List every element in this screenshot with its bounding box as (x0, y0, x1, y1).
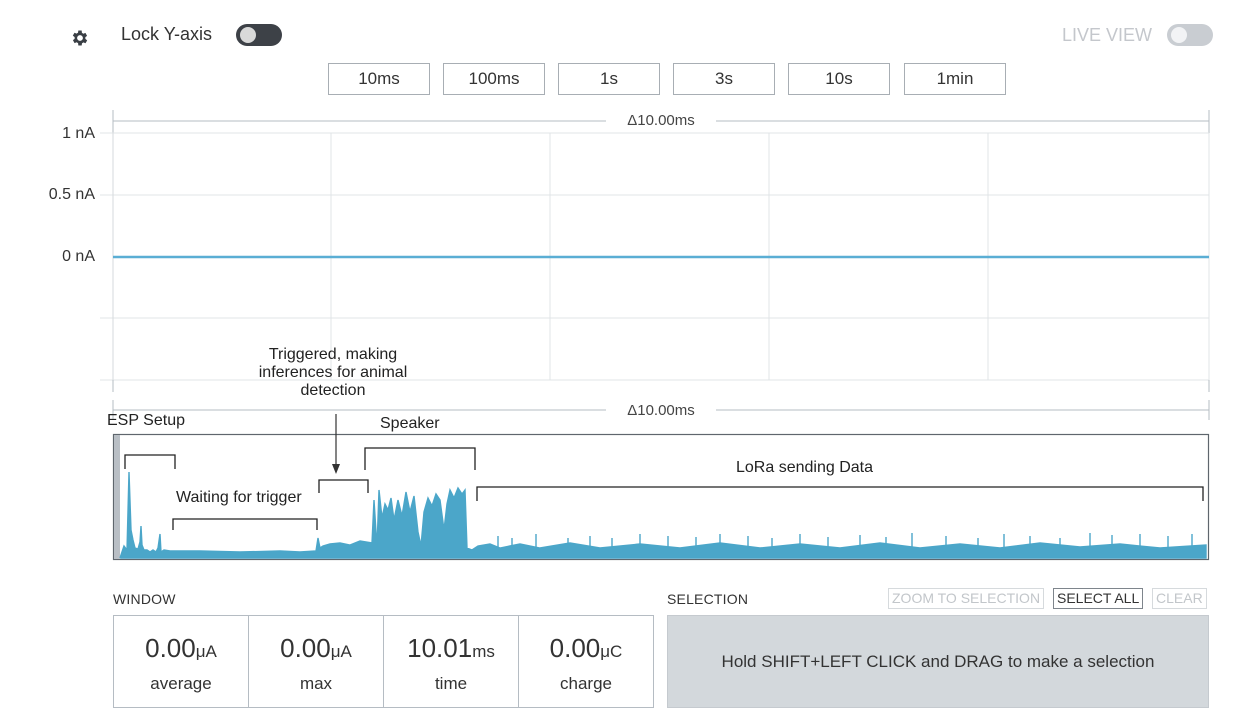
stat-label: average (150, 674, 212, 693)
selection-title: SELECTION (667, 591, 749, 607)
time-window-3s-button[interactable]: 3s (673, 63, 775, 95)
minimap-frame (112, 433, 1210, 561)
y-tick-label: 0.5 nA (48, 186, 95, 203)
minimap-window-marker[interactable] (114, 435, 120, 559)
stat-label: charge (560, 674, 612, 693)
speaker-bracket (364, 447, 476, 470)
annotation-brackets (124, 447, 1204, 530)
window-title: WINDOW (113, 591, 176, 607)
stat-time: 10.01ms time (384, 616, 519, 707)
stat-value: 0.00μA (280, 633, 352, 664)
lock-y-axis-label: Lock Y-axis (121, 24, 213, 44)
stat-unit: μC (600, 642, 623, 661)
stat-number: 10.01 (407, 633, 473, 663)
minimap-waveform (119, 471, 1207, 559)
speaker-label: Speaker (380, 415, 440, 432)
current-chart[interactable] (0, 100, 1238, 400)
stat-unit: μA (330, 642, 352, 661)
stat-average: 0.00μA average (114, 616, 249, 707)
esp-setup-bracket (124, 454, 176, 469)
minimap-spikes (497, 533, 1193, 548)
selection-hint-box: Hold SHIFT+LEFT CLICK and DRAG to make a… (667, 615, 1209, 708)
delta-bottom-label: Δ10.00ms (627, 402, 695, 419)
stat-value: 10.01ms (407, 633, 495, 664)
time-window-1s-button[interactable]: 1s (558, 63, 660, 95)
window-stats: 0.00μA average 0.00μA max 10.01ms time 0… (113, 615, 654, 708)
waiting-bracket (172, 518, 318, 530)
zoom-to-selection-button[interactable]: ZOOM TO SELECTION (888, 588, 1045, 609)
stat-number: 0.00 (280, 633, 331, 663)
time-window-100ms-button[interactable]: 100ms (443, 63, 545, 95)
minimap-chart[interactable] (0, 400, 1238, 570)
triggered-label-line: inferences for animal (258, 364, 408, 381)
time-window-10ms-button[interactable]: 10ms (328, 63, 430, 95)
stat-number: 0.00 (549, 633, 601, 663)
live-view-toggle[interactable] (1167, 24, 1213, 46)
toggle-knob (1171, 27, 1187, 43)
delta-top-label: Δ10.00ms (627, 112, 695, 129)
lora-label: LoRa sending Data (736, 459, 873, 476)
stat-value: 0.00μA (145, 633, 217, 664)
stat-max: 0.00μA max (249, 616, 384, 707)
triggered-label-line: detection (300, 382, 366, 399)
stat-label: time (434, 674, 468, 693)
clear-button[interactable]: CLEAR (1152, 588, 1207, 609)
stat-number: 0.00 (145, 633, 196, 663)
triggered-label-line: Triggered, making (268, 346, 398, 363)
esp-setup-label: ESP Setup (107, 412, 185, 429)
lock-y-axis-toggle[interactable] (236, 24, 282, 46)
stat-unit: ms (472, 642, 495, 661)
select-all-button[interactable]: SELECT ALL (1053, 588, 1144, 609)
waiting-label: Waiting for trigger (176, 489, 302, 506)
gear-icon[interactable] (70, 28, 90, 48)
toggle-knob (240, 27, 256, 43)
live-view-label: LIVE VIEW (1062, 25, 1153, 45)
stat-charge: 0.00μC charge (519, 616, 653, 707)
triggered-arrow-head (332, 464, 340, 474)
y-tick-label: 0 nA (62, 248, 95, 265)
lora-bracket (476, 486, 1204, 501)
triggered-label: Triggered, making inferences for animal … (248, 346, 418, 400)
triggered-bracket (318, 479, 369, 493)
y-tick-label: 1 nA (62, 125, 95, 142)
stat-label: max (299, 674, 333, 693)
stat-unit: μA (195, 642, 217, 661)
time-window-1min-button[interactable]: 1min (904, 63, 1006, 95)
stat-value: 0.00μC (550, 633, 623, 664)
time-window-10s-button[interactable]: 10s (788, 63, 890, 95)
